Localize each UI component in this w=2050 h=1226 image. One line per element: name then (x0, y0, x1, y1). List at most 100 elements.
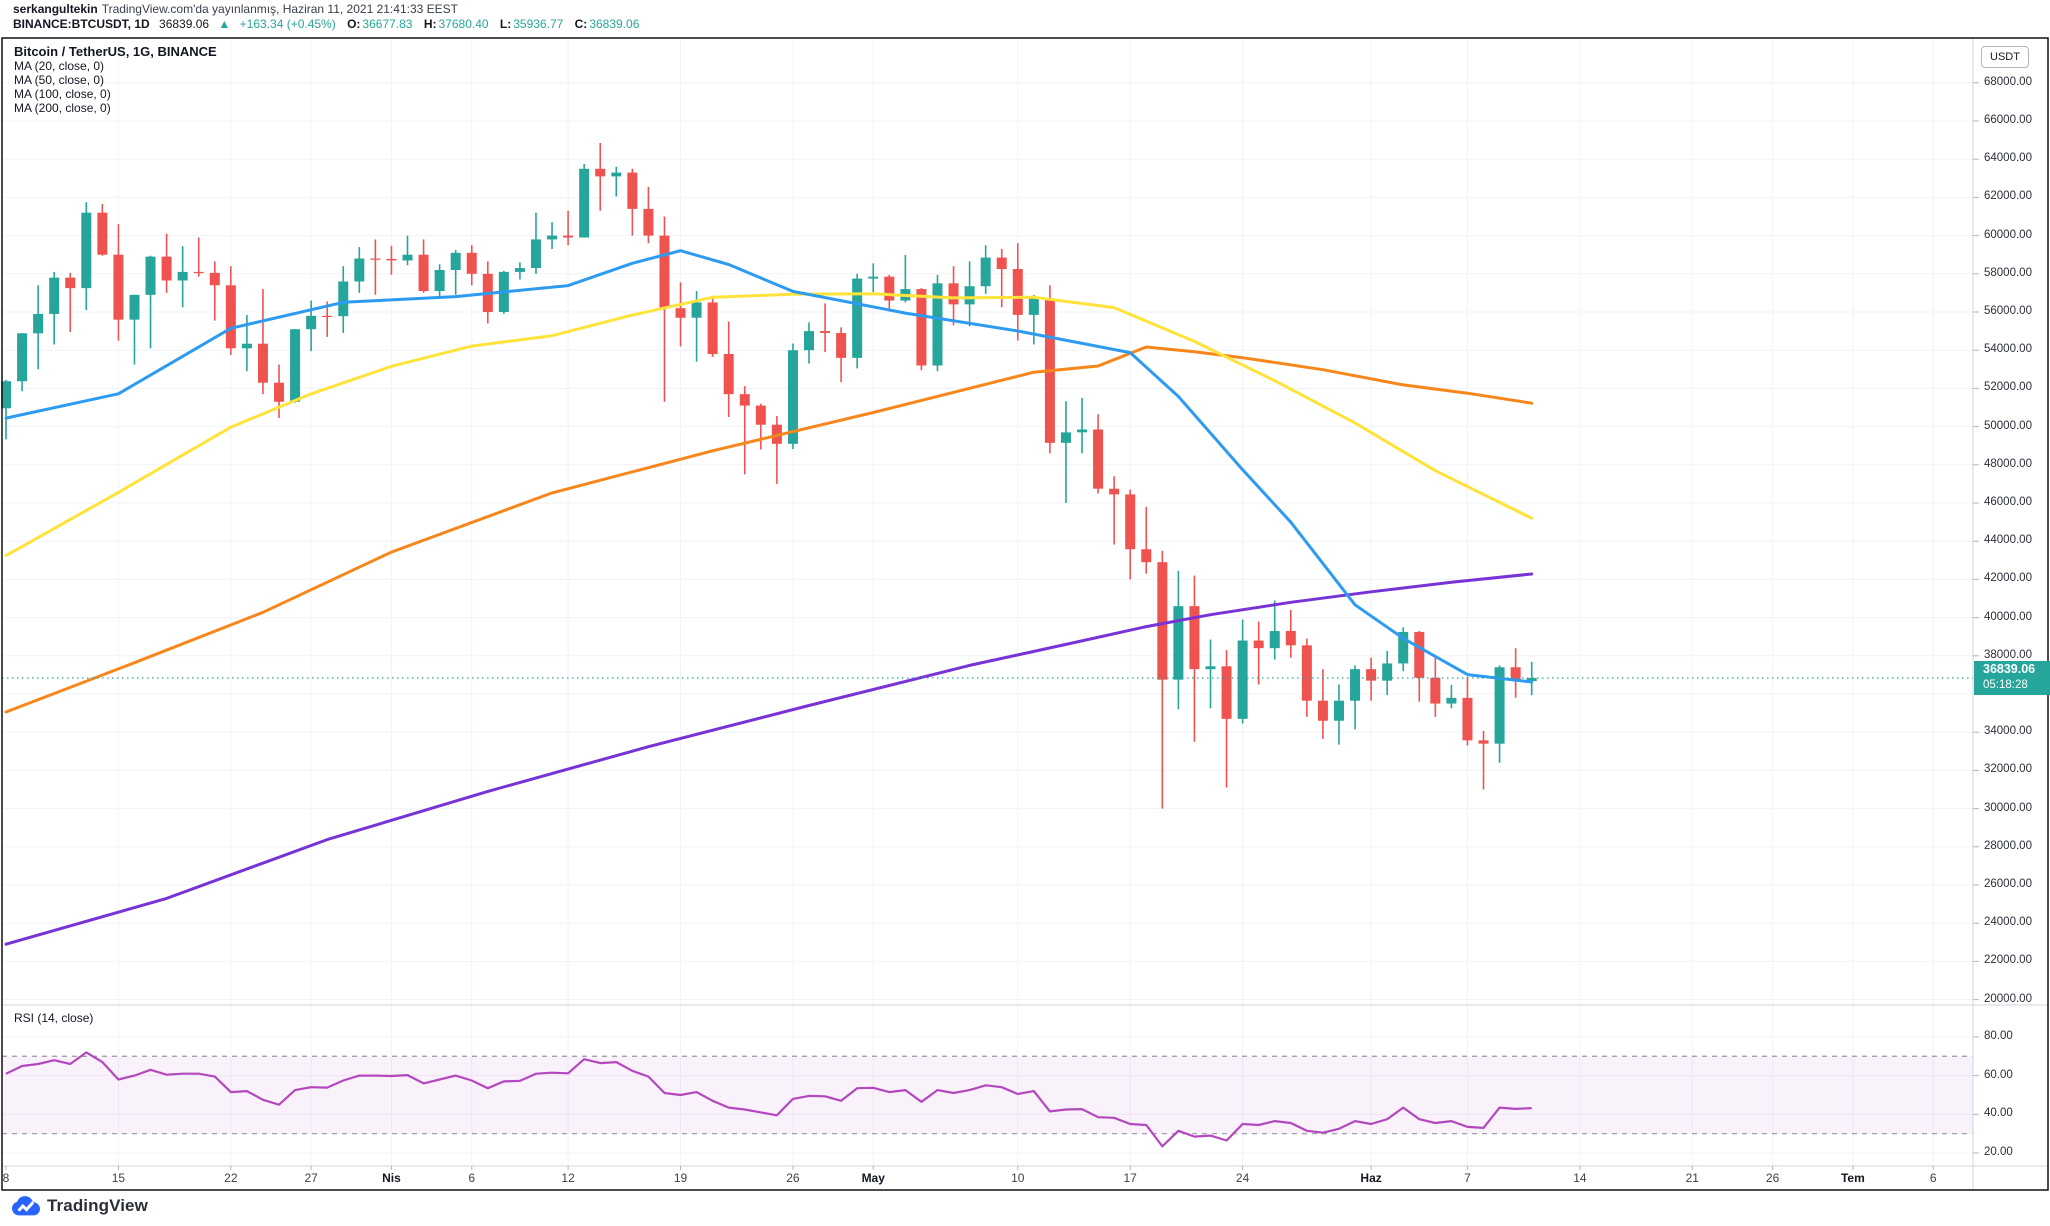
candle-body (1173, 606, 1184, 680)
candle-body (354, 258, 365, 282)
candle-body (177, 271, 188, 281)
rsi-line (5, 1051, 1532, 1148)
candle-body (804, 331, 814, 351)
change-arrow-icon: ▲ (218, 17, 231, 31)
price-scale-label: 42000.00 (1984, 572, 2032, 585)
candle-body (739, 394, 750, 406)
candle-body (49, 277, 60, 314)
price-scale-label: 66000.00 (1984, 114, 2032, 126)
price-scale-label: 54000.00 (1984, 343, 2032, 356)
time-scale-label: 24 (1235, 1171, 1250, 1185)
time-scale-label: 6 (468, 1171, 476, 1185)
price-scale[interactable]: USDT 36839.06 05:18:28 68000.00 66000.00 6… (1973, 38, 2050, 1166)
candle-body (852, 278, 863, 358)
candles-layer (1, 142, 1537, 809)
candle-body (1189, 606, 1200, 670)
price-scale-label: 64000.00 (1984, 152, 2032, 165)
candle-body (627, 172, 638, 209)
pane-borders (2, 38, 2048, 1190)
candle-body (884, 276, 895, 301)
rsi-scale-label: 60.00 (1984, 1068, 2013, 1081)
legend: Bitcoin / TetherUS, 1G, BINANCE MA (20, … (14, 45, 217, 115)
candle-body (418, 254, 429, 291)
candle-body (916, 289, 927, 366)
candle-body (691, 302, 702, 318)
time-scale-label: Haz (1360, 1171, 1382, 1185)
candle-body (1221, 666, 1232, 719)
candle-body (964, 286, 975, 305)
tradingview-logo[interactable]: TradingView (12, 1196, 148, 1216)
candle-body (643, 208, 654, 236)
time-scale-label: 17 (1123, 1171, 1137, 1185)
published-header: serkangultekin TradingView.com'da yayınla… (13, 2, 639, 31)
price-scale-label: 58000.00 (1984, 266, 2032, 279)
candle-body (274, 382, 285, 402)
price-scale-label: 30000.00 (1984, 801, 2032, 814)
price-scale-label: 24000.00 (1984, 916, 2032, 929)
rsi-band (2, 1055, 1973, 1135)
candle-body (33, 313, 44, 334)
currency-button[interactable]: USDT (1981, 46, 2029, 68)
time-scale-label: 19 (673, 1171, 688, 1185)
price-scale-label: 52000.00 (1984, 381, 2032, 394)
price-scale-label: 56000.00 (1984, 305, 2032, 317)
candle-body (948, 283, 959, 305)
time-scale-label: 26 (786, 1171, 800, 1185)
candle-body (129, 294, 140, 320)
candle-body (755, 405, 766, 425)
candle-body (81, 212, 92, 289)
byline: serkangultekin TradingView.com'da yayınla… (13, 2, 639, 16)
time-scale-label: 22 (224, 1171, 238, 1185)
close-label: C: (574, 17, 588, 31)
candle-body (17, 333, 28, 382)
symbol-name: BINANCE:BTCUSDT, 1D (13, 17, 150, 31)
price-scale-label: 26000.00 (1984, 878, 2032, 890)
open-label: O: (347, 17, 361, 31)
candle-body (241, 343, 252, 349)
candle-body (1237, 640, 1248, 719)
time-scale-label: 21 (1685, 1171, 1699, 1185)
time-scale-label: 27 (304, 1171, 318, 1185)
last-price: 36839.06 (159, 17, 210, 31)
time-scale-label: 6 (1929, 1171, 1937, 1185)
low-label: L: (499, 17, 512, 31)
time-scale-label: 14 (1573, 1171, 1587, 1185)
candle-body (1269, 630, 1280, 649)
candle-body (386, 258, 397, 261)
time-scale-label: 7 (1464, 1171, 1471, 1185)
candle-body (868, 276, 879, 279)
price-scale-label: 60000.00 (1984, 228, 2032, 241)
candle-body (980, 257, 991, 287)
candle-body (225, 285, 236, 349)
low-value: 35936.77 (513, 17, 564, 31)
candle-body (1414, 631, 1425, 678)
candle-body (836, 333, 847, 358)
candle-body (611, 172, 622, 177)
candle-body (1430, 677, 1441, 704)
candle-body (707, 302, 718, 355)
high-value: 37680.40 (438, 17, 489, 31)
tradingview-logo-text: TradingView (47, 1196, 148, 1215)
candle-body (1028, 298, 1039, 315)
candle-body (1, 381, 11, 409)
time-scale-label: Tem (1840, 1171, 1865, 1185)
price-scale-label: 46000.00 (1984, 496, 2032, 508)
time-scale[interactable]: 8 15 22 27 Nis 6 12 19 26 May 10 17 24 Haz 7 14 21 26 Tem 6 (0, 1166, 1973, 1190)
candle-body (113, 254, 124, 320)
candle-body (1382, 663, 1393, 681)
time-scale-label: 15 (111, 1171, 126, 1185)
rsi-scale-label: 80.00 (1984, 1029, 2013, 1042)
candle-body (290, 329, 301, 402)
price-scale-label: 40000.00 (1984, 610, 2032, 623)
candle-body (1526, 677, 1537, 682)
candle-body (161, 256, 172, 281)
candle-body (1285, 630, 1296, 646)
candle-body (193, 271, 204, 274)
close-value: 36839.06 (589, 17, 640, 31)
candle-body (996, 257, 1007, 270)
candle-body (1366, 669, 1377, 681)
legend-row-ma100: MA (100, close, 0) (14, 87, 111, 101)
candle-body (787, 350, 798, 444)
candle-body (1141, 549, 1152, 563)
